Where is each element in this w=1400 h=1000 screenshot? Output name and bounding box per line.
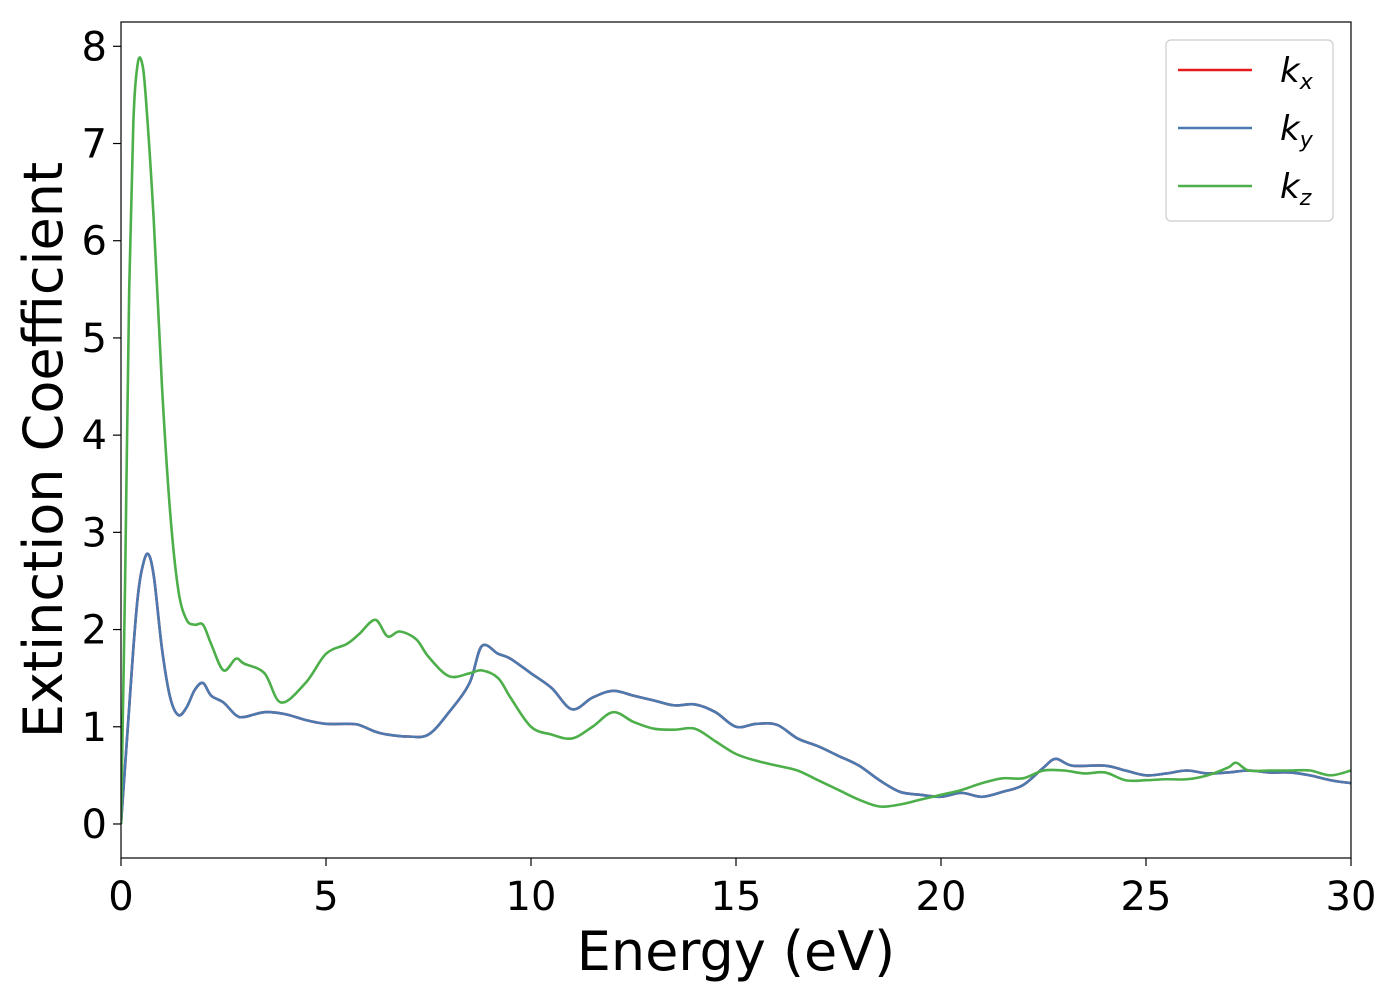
legend-label-ky: ky [1280, 109, 1314, 153]
y-axis-label: Extinction Coefficient [12, 162, 75, 738]
y-tick-label: 0 [82, 802, 107, 848]
x-tick-label: 10 [506, 874, 557, 920]
series-line-ky [121, 552, 1351, 825]
x-axis-ticks: 0 5 10 15 20 25 30 [108, 858, 1376, 920]
series-line-kx [121, 552, 1351, 825]
y-tick-label: 2 [82, 608, 107, 654]
x-tick-label: 25 [1121, 874, 1172, 920]
x-tick-label: 30 [1326, 874, 1377, 920]
y-tick-label: 4 [82, 413, 107, 459]
legend: kx ky kz [1165, 39, 1334, 222]
series-line-kz [121, 56, 1351, 825]
legend-label-kx: kx [1280, 51, 1314, 95]
y-tick-label: 1 [82, 705, 107, 751]
x-tick-label: 0 [108, 874, 133, 920]
x-axis-label: Energy (eV) [577, 920, 896, 983]
x-tick-label: 20 [916, 874, 967, 920]
x-tick-label: 15 [711, 874, 762, 920]
y-axis-ticks: 0 1 2 3 4 5 6 7 8 [82, 24, 121, 848]
y-tick-label: 7 [82, 122, 107, 168]
x-tick-label: 5 [313, 874, 338, 920]
y-tick-label: 8 [82, 24, 107, 70]
legend-box [1165, 39, 1334, 222]
legend-label-kz: kz [1280, 167, 1312, 211]
y-tick-label: 5 [82, 316, 107, 362]
y-tick-label: 3 [82, 510, 107, 556]
series-lines [121, 56, 1351, 825]
y-tick-label: 6 [82, 219, 107, 265]
